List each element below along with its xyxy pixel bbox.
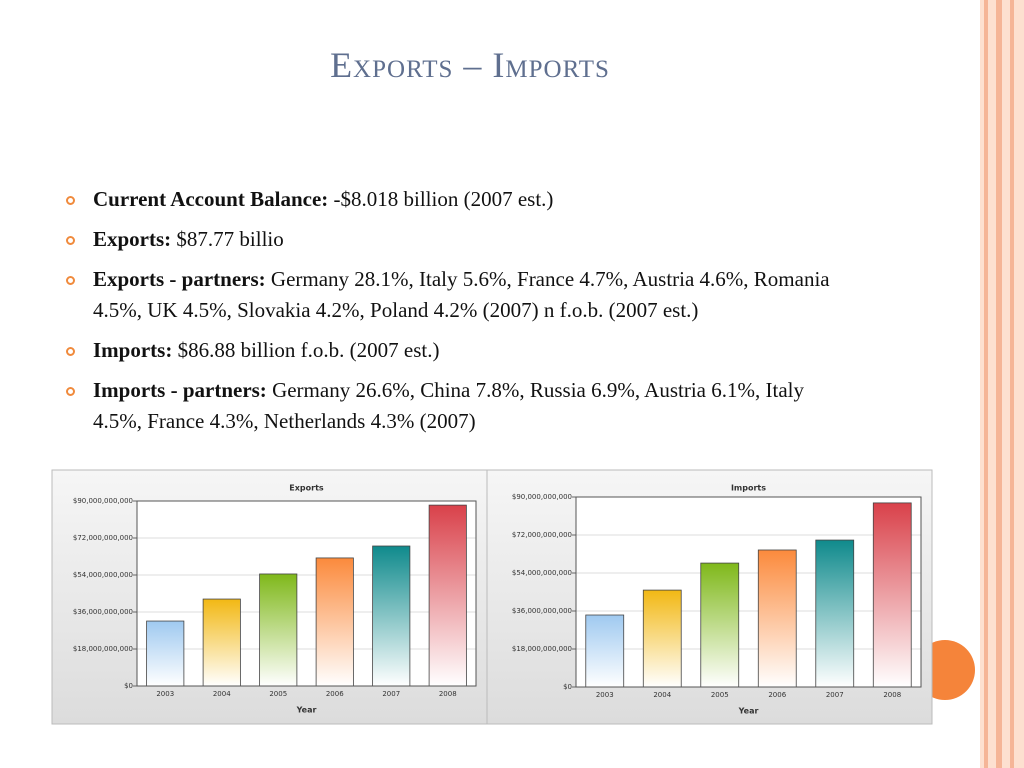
bullet-label: Imports - partners: (93, 378, 267, 402)
bar (872, 502, 912, 688)
x-tick-label: 2008 (883, 691, 901, 699)
bullet: Imports - partners: Germany 26.6%, China… (62, 375, 852, 437)
y-tick-label: $36,000,000,000 (73, 608, 133, 616)
y-tick-label: $54,000,000,000 (512, 569, 572, 577)
bar (146, 620, 185, 687)
y-tick-label: $90,000,000,000 (512, 493, 572, 501)
bar (642, 589, 682, 688)
y-tick-label: $18,000,000,000 (73, 645, 133, 653)
x-tick-label: 2006 (768, 691, 786, 699)
chart-title: Imports (731, 484, 766, 493)
bar (757, 549, 797, 688)
x-tick-label: 2003 (156, 690, 174, 698)
y-tick-label: $0 (124, 682, 133, 690)
bullet-label: Exports: (93, 227, 172, 251)
bar (202, 598, 241, 687)
plot-frame (136, 500, 477, 687)
x-tick-label: 2007 (826, 691, 844, 699)
bullet-text: $87.77 billio (176, 227, 284, 251)
slide-title: Exports – Imports (330, 45, 610, 85)
x-tick-label: 2008 (439, 690, 457, 698)
x-tick-label: 2007 (382, 690, 400, 698)
chart-title: Exports (289, 484, 324, 493)
x-axis-label: Year (738, 707, 759, 716)
y-tick-label: $90,000,000,000 (73, 497, 133, 505)
bullet: Current Account Balance: -$8.018 billion… (62, 184, 852, 215)
bar (815, 539, 855, 688)
bar (372, 545, 411, 687)
border-stripe (984, 0, 988, 768)
bar (585, 614, 625, 688)
plot-frame (575, 496, 922, 688)
y-tick-label: $54,000,000,000 (73, 571, 133, 579)
bar (315, 557, 354, 687)
y-tick-label: $72,000,000,000 (512, 531, 572, 539)
bullet-label: Exports - partners: (93, 267, 266, 291)
y-tick-label: $0 (563, 683, 572, 691)
x-tick-label: 2005 (711, 691, 729, 699)
bullet-text: -$8.018 billion (2007 est.) (333, 187, 554, 211)
border-stripe (1010, 0, 1014, 768)
bullet: Exports - partners: Germany 28.1%, Italy… (62, 264, 852, 326)
bullet: Exports: $87.77 billio (62, 224, 852, 255)
bullet-text: Germany 28.1%, Italy 5.6%, France 4.7%, … (93, 267, 830, 322)
border-stripe (996, 0, 1002, 768)
bar (700, 562, 740, 688)
y-tick-label: $18,000,000,000 (512, 645, 572, 653)
x-tick-label: 2005 (269, 690, 287, 698)
y-tick-label: $72,000,000,000 (73, 534, 133, 542)
plot-area (137, 501, 476, 686)
x-tick-label: 2004 (653, 691, 671, 699)
x-tick-label: 2003 (596, 691, 614, 699)
bar (259, 573, 298, 687)
bullet-text: $86.88 billion f.o.b. (2007 est.) (177, 338, 440, 362)
bullet-list: Current Account Balance: -$8.018 billion… (62, 184, 852, 446)
bar (428, 504, 467, 687)
x-tick-label: 2004 (213, 690, 231, 698)
y-tick-label: $36,000,000,000 (512, 607, 572, 615)
bullet: Imports: $86.88 billion f.o.b. (2007 est… (62, 335, 852, 366)
bullet-label: Current Account Balance: (93, 187, 329, 211)
bullet-label: Imports: (93, 338, 173, 362)
x-tick-label: 2006 (326, 690, 344, 698)
plot-area (576, 497, 921, 687)
bullet-text: Germany 26.6%, China 7.8%, Russia 6.9%, … (93, 378, 804, 433)
x-axis-label: Year (296, 706, 317, 715)
